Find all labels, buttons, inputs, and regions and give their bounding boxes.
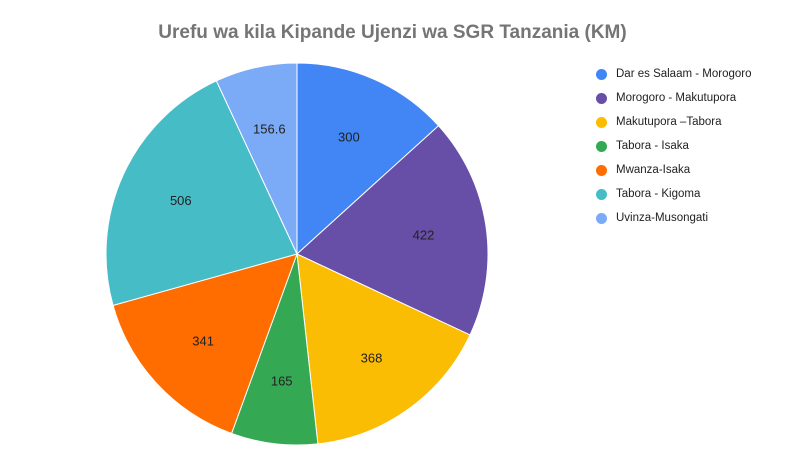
legend-item: Dar es Salaam - Morogoro xyxy=(596,62,752,86)
legend-swatch xyxy=(596,164,607,176)
legend-swatch xyxy=(596,116,607,128)
pie-slice-label-2: 422 xyxy=(413,228,435,243)
chart-legend: Dar es Salaam - Morogoro Morogoro - Makut… xyxy=(596,62,752,230)
pie-slice-label-6: 506 xyxy=(170,193,192,208)
legend-label: Tabora - Kigoma xyxy=(616,188,701,200)
pie-slice-label-5: 341 xyxy=(192,333,214,348)
pie-slice-2 xyxy=(296,125,489,336)
pie-slice-label-1: 300 xyxy=(338,130,360,145)
chart-title: Urefu wa kila Kipande Ujenzi wa SGR Tanz… xyxy=(158,22,627,43)
pie-slice-label-4: 165 xyxy=(271,374,293,389)
legend-swatch xyxy=(596,92,607,104)
legend-swatch xyxy=(596,68,607,80)
pie-slice-label-3: 368 xyxy=(361,351,383,366)
legend-item: Uvinza-Musongati xyxy=(596,206,752,230)
legend-item: Tabora - Kigoma xyxy=(596,182,752,206)
pie-slice-7 xyxy=(215,62,298,255)
legend-label: Dar es Salaam - Morogoro xyxy=(616,68,752,80)
pie-slice-label-7: 156.6 xyxy=(253,122,286,137)
pie-slice-6 xyxy=(105,80,298,307)
legend-item: Mwanza-Isaka xyxy=(596,158,752,182)
pie-slice-labels: 300 422 368 165 341 506 156.6 xyxy=(170,122,434,389)
legend-label: Mwanza-Isaka xyxy=(616,164,691,176)
pie-slice-3 xyxy=(296,253,471,445)
legend-label: Uvinza-Musongati xyxy=(616,212,709,224)
legend-label: Tabora - Isaka xyxy=(616,140,689,152)
legend-swatch xyxy=(596,212,607,224)
pie-slice-1 xyxy=(296,62,440,256)
legend-item: Tabora - Isaka xyxy=(596,134,752,158)
legend-item: Morogoro - Makutupora xyxy=(596,86,752,110)
pie-slices xyxy=(105,62,489,446)
legend-label: Makutupora –Tabora xyxy=(616,116,722,128)
legend-swatch xyxy=(596,140,607,152)
legend-swatch xyxy=(596,188,607,200)
legend-label: Morogoro - Makutupora xyxy=(616,92,737,104)
pie-slice-5 xyxy=(112,253,298,435)
legend-item: Makutupora –Tabora xyxy=(596,110,752,134)
